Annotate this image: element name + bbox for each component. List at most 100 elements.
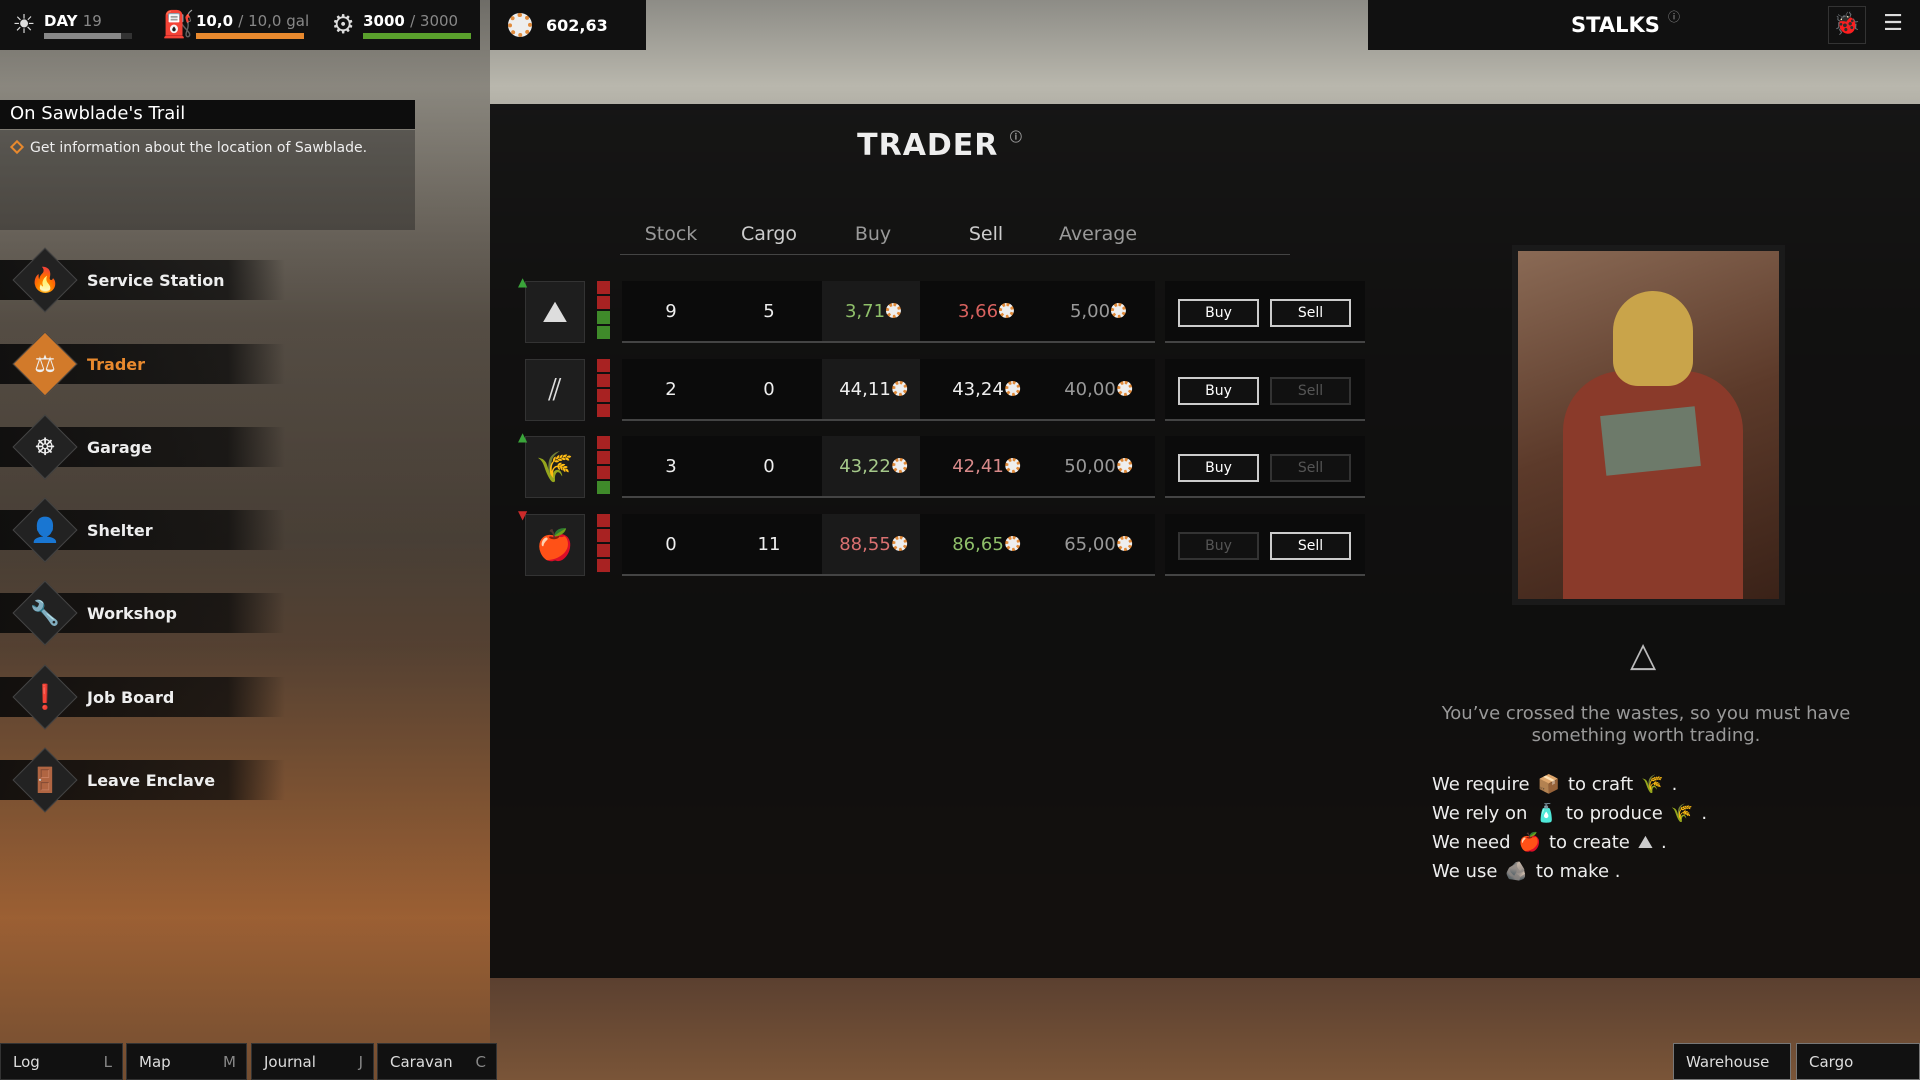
trade-need-line: We require 📦 to craft 🌾. <box>1432 774 1677 795</box>
supply-segment-red <box>597 374 610 388</box>
person-icon: 👤 <box>30 516 60 544</box>
scrap-icon[interactable]: ⛰ <box>525 281 585 343</box>
stock-value: 0 <box>665 534 677 555</box>
exit-door-icon: 🚪 <box>30 766 60 794</box>
supply-segment-red <box>597 514 610 528</box>
trader-flavor-text: You’ve crossed the wastes, so you must h… <box>1441 703 1851 746</box>
nav-garage[interactable]: ☸ Garage <box>0 414 285 480</box>
money-box: 602,63 <box>490 0 646 50</box>
coin-icon <box>508 13 532 37</box>
wheat-icon[interactable]: 🌾 <box>525 436 585 498</box>
trader-portrait <box>1512 245 1785 605</box>
apple-icon[interactable]: 🍎 <box>525 514 585 576</box>
item-icon: 🍎 <box>1518 832 1541 853</box>
bottom-caravan-button[interactable]: Caravan C <box>377 1043 497 1080</box>
info-icon[interactable]: ⓘ <box>1009 130 1023 144</box>
sell-price: 3,66 <box>958 301 1015 322</box>
fuel-value: 10,0 <box>196 11 234 30</box>
stock-value: 2 <box>665 379 677 400</box>
sell-button[interactable]: Sell <box>1270 299 1351 327</box>
nav-shelter[interactable]: 👤 Shelter <box>0 497 285 563</box>
nav-label: Garage <box>87 437 152 457</box>
trader-title: TRADER ⓘ <box>490 128 1390 163</box>
coin-icon <box>891 536 907 551</box>
scales-icon: ⚖ <box>34 350 56 378</box>
pipes-icon[interactable]: ⫽ <box>525 359 585 421</box>
nav-leave-enclave[interactable]: 🚪 Leave Enclave <box>0 747 285 813</box>
buy-button[interactable]: Buy <box>1178 377 1259 405</box>
buy-price-text: 43,22 <box>839 456 891 477</box>
buy-button[interactable]: Buy <box>1178 532 1259 560</box>
buy-price: 44,11 <box>839 379 907 400</box>
button-label: Journal <box>264 1053 316 1071</box>
button-label: Log <box>13 1053 40 1071</box>
menu-icon[interactable]: ☰ <box>1883 11 1903 36</box>
sell-price-text: 42,41 <box>952 456 1004 477</box>
quest-title[interactable]: On Sawblade's Trail <box>0 100 415 129</box>
nav-service-station[interactable]: 🔥 Service Station <box>0 247 285 313</box>
gear-health-icon: ⚙ <box>331 10 355 40</box>
header-average: Average <box>1058 223 1138 245</box>
nav-trader[interactable]: ⚖ Trader <box>0 331 285 397</box>
button-label: Cargo <box>1809 1053 1854 1071</box>
bug-report-icon[interactable]: 🐞 <box>1828 6 1866 44</box>
sell-price: 86,65 <box>952 534 1020 555</box>
average-price-text: 50,00 <box>1064 456 1116 477</box>
trend-down-icon: ▼ <box>518 508 528 522</box>
notice-board-icon: ❗ <box>30 683 60 711</box>
bottom-log-button[interactable]: Log L <box>0 1043 123 1080</box>
supply-segment-red <box>597 359 610 373</box>
bottom-map-button[interactable]: Map M <box>126 1043 247 1080</box>
cargo-value: 0 <box>763 379 775 400</box>
sell-price-text: 43,24 <box>952 379 1004 400</box>
coin-icon <box>1004 458 1020 473</box>
row-actions: Buy Sell <box>1165 281 1365 343</box>
coin-icon <box>1116 381 1132 396</box>
cargo-value: 11 <box>757 534 781 555</box>
bottom-cargo-button[interactable]: Cargo <box>1796 1043 1920 1080</box>
info-icon[interactable]: ⓘ <box>1668 10 1681 24</box>
money-value: 602,63 <box>546 15 608 35</box>
row-cells <box>622 514 1155 576</box>
trade-need-line: We need 🍎 to create ⛰. <box>1432 832 1667 853</box>
button-label: Caravan <box>390 1053 453 1071</box>
header-buy: Buy <box>854 223 892 245</box>
item-icon: 🌾 <box>1670 803 1694 824</box>
bottom-journal-button[interactable]: Journal J <box>251 1043 374 1080</box>
day-stat: ☀ DAY 19 <box>10 10 132 40</box>
buy-button[interactable]: Buy <box>1178 454 1259 482</box>
row-cells <box>622 281 1155 343</box>
day-value: 19 <box>82 11 102 30</box>
steering-wheel-icon: ☸ <box>34 433 56 461</box>
wrench-icon: 🔧 <box>30 599 60 627</box>
nav-workshop[interactable]: 🔧 Workshop <box>0 580 285 646</box>
buy-button[interactable]: Buy <box>1178 299 1259 327</box>
nav-label: Job Board <box>87 687 175 707</box>
supply-segment-red <box>597 404 610 418</box>
supply-segment-red <box>597 451 610 465</box>
button-label: Map <box>139 1053 171 1071</box>
supply-segment-red <box>597 436 610 450</box>
header-stock: Stock <box>644 223 698 245</box>
supply-segment-red <box>597 559 610 573</box>
coin-icon <box>1111 303 1127 318</box>
buy-price: 88,55 <box>839 534 907 555</box>
nav-label: Workshop <box>87 603 177 623</box>
bottom-warehouse-button[interactable]: Warehouse <box>1673 1043 1791 1080</box>
need-text: to craft <box>1567 774 1634 795</box>
sell-button[interactable]: Sell <box>1270 454 1351 482</box>
sell-button[interactable]: Sell <box>1270 377 1351 405</box>
sell-button[interactable]: Sell <box>1270 532 1351 560</box>
row-actions: Buy Sell <box>1165 436 1365 498</box>
supply-segment-green <box>597 326 610 340</box>
item-icon: ⛰ <box>1637 832 1654 853</box>
nav-job-board[interactable]: ❗ Job Board <box>0 664 285 730</box>
objective-diamond-icon <box>9 139 25 155</box>
objective-text: Get information about the location of Sa… <box>30 140 368 156</box>
fuel-max: / 10,0 gal <box>238 11 310 30</box>
sell-price: 42,41 <box>952 456 1020 477</box>
average-price-text: 5,00 <box>1069 301 1111 322</box>
health-value: 3000 <box>363 11 405 30</box>
stock-value: 3 <box>665 456 677 477</box>
supply-segment-red <box>597 281 610 295</box>
